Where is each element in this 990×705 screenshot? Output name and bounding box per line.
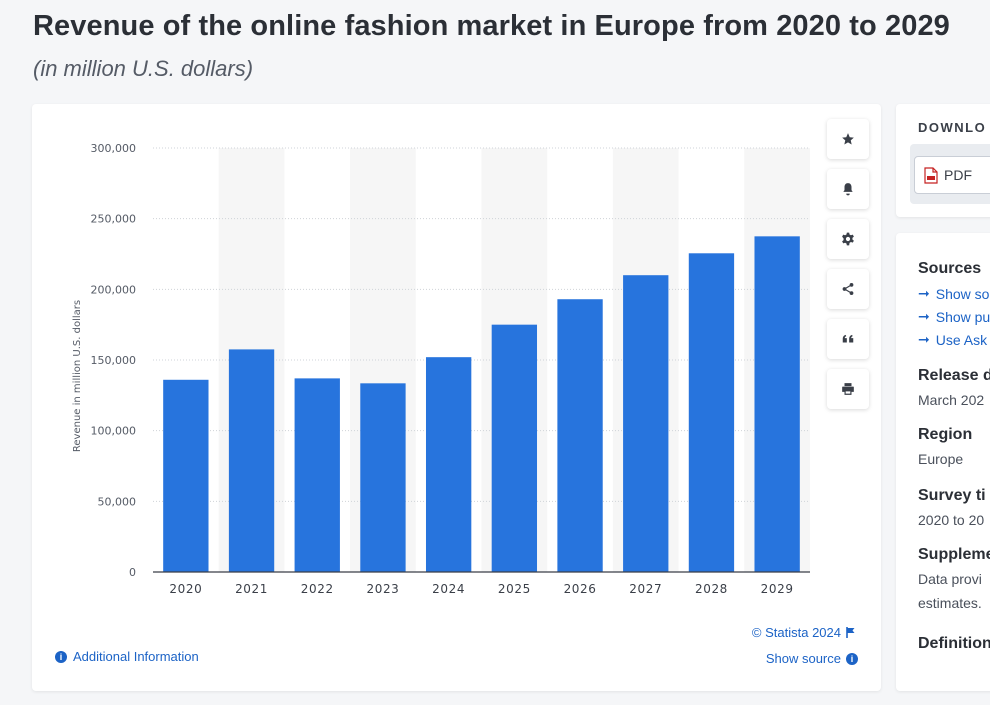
x-tick-label: 2022: [301, 582, 334, 596]
x-tick-label: 2021: [235, 582, 268, 596]
arrow-right-icon: ➞: [918, 308, 930, 324]
supplementary-value-line-2: estimates.: [918, 595, 982, 611]
region-value: Europe: [918, 451, 964, 467]
bar-2029[interactable]: [754, 236, 800, 573]
share-icon: [842, 283, 854, 295]
ask-statista-link[interactable]: ➞ Use Ask: [918, 331, 987, 348]
bar-2026[interactable]: [557, 299, 603, 572]
share-button[interactable]: [827, 269, 869, 309]
bar-2025[interactable]: [491, 324, 538, 572]
y-axis-title: Revenue in million U.S. dollars: [72, 300, 83, 452]
pdf-file-icon: [924, 166, 938, 184]
bar-2027[interactable]: [623, 275, 669, 572]
print-button[interactable]: [827, 369, 869, 409]
flag-icon: [846, 627, 855, 638]
x-tick-label: 2026: [564, 582, 597, 596]
show-source-text: Show source: [765, 651, 841, 666]
copyright-text: © Statista 2024: [751, 625, 841, 640]
arrow-right-icon: ➞: [918, 285, 930, 301]
bell-icon: [843, 183, 853, 196]
x-tick-label: 2029: [761, 582, 794, 596]
show-publisher-link[interactable]: ➞ Show pu: [918, 308, 990, 325]
show-sources-link[interactable]: ➞ Show so: [918, 285, 989, 302]
quote-icon: [842, 334, 854, 343]
info-icon: i: [846, 652, 858, 665]
link-text: Use Ask: [935, 331, 988, 348]
release-date-value: March 202: [918, 392, 985, 408]
copyright-link[interactable]: © Statista 2024: [752, 625, 856, 640]
x-tick-label: 2025: [498, 582, 531, 596]
bar-2028[interactable]: [688, 253, 735, 572]
download-label: DOWNLO: [918, 120, 987, 135]
bar-chart: 0 50,000 100,000 150,000 200,000 250,000 300,0…: [72, 142, 810, 596]
bar-2022[interactable]: [294, 378, 340, 572]
x-tick-label: 2023: [366, 582, 399, 596]
cite-button[interactable]: [827, 319, 869, 359]
download-panel: DOWNLO PDF: [896, 104, 990, 217]
settings-button[interactable]: [827, 219, 869, 259]
y-tick-label: 0: [129, 566, 136, 579]
info-icon: i: [55, 650, 67, 663]
survey-time-value: 2020 to 20: [918, 512, 985, 528]
page-subtitle: (in million U.S. dollars): [33, 56, 254, 81]
star-icon: [842, 133, 854, 145]
pdf-label: PDF: [944, 167, 972, 183]
link-text: Show so: [935, 285, 990, 302]
y-tick-label: 250,000: [91, 213, 137, 226]
additional-information-text: Additional Information: [73, 649, 199, 664]
bar-2023[interactable]: [360, 383, 406, 572]
supplementary-value-line-1: Data provi: [918, 571, 982, 587]
x-tick-label: 2028: [695, 582, 728, 596]
arrow-right-icon: ➞: [918, 331, 930, 347]
supplementary-heading: Suppleme: [918, 546, 990, 563]
page-title: Revenue of the online fashion market in …: [33, 10, 950, 42]
chart-card: 0 50,000 100,000 150,000 200,000 250,000 300,0…: [32, 104, 881, 691]
bar-2021[interactable]: [228, 349, 275, 572]
link-text: Show pu: [935, 308, 990, 325]
definition-heading: Definition: [918, 635, 990, 652]
survey-time-heading: Survey ti: [918, 487, 986, 504]
y-tick-label: 200,000: [91, 283, 137, 296]
x-tick-label: 2020: [169, 582, 202, 596]
region-heading: Region: [918, 426, 973, 443]
print-icon: [842, 383, 854, 395]
notification-button[interactable]: [827, 169, 869, 209]
x-tick-label: 2027: [629, 582, 662, 596]
gear-icon: [842, 232, 854, 246]
y-tick-label: 150,000: [91, 354, 137, 367]
pdf-download-button[interactable]: PDF: [914, 156, 990, 194]
y-tick-label: 50,000: [98, 495, 137, 508]
bar-2024[interactable]: [425, 357, 472, 572]
chart-toolbar: [827, 119, 869, 419]
additional-information-link[interactable]: i Additional Information: [55, 649, 199, 664]
statistic-details-panel: Sources ➞ Show so ➞ Show pu ➞ Use Ask Relea…: [896, 233, 990, 691]
y-tick-label: 300,000: [91, 142, 137, 155]
release-date-heading: Release d: [918, 367, 990, 384]
x-tick-label: 2024: [432, 582, 465, 596]
favorite-button[interactable]: [827, 119, 869, 159]
sources-heading: Sources: [918, 260, 982, 277]
y-tick-label: 100,000: [91, 425, 137, 438]
show-source-link[interactable]: Show source i: [766, 651, 858, 666]
bar-2020[interactable]: [163, 379, 209, 572]
